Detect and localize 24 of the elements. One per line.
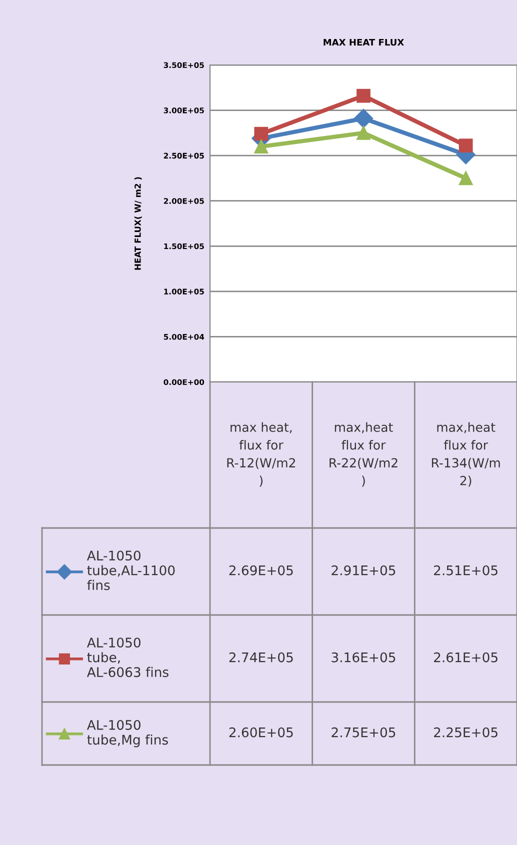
x-tick-label: max,heat flux for R-22(W/m2): [330, 422, 398, 487]
y-axis-title: HEAT FLUX( W/ m2 ): [134, 177, 142, 270]
data-label: 2.51E+05: [434, 565, 498, 576]
x-tick-label: max heat, flux for R-12(W/m2): [227, 422, 296, 487]
point: [356, 126, 370, 140]
data-label: 2.61E+05: [434, 652, 498, 662]
x-tick-label: max,heat flux for R-134(W/m2): [432, 422, 500, 487]
point: [254, 126, 268, 141]
data-label: 2.91E+05: [332, 565, 396, 576]
point: [356, 88, 370, 103]
point: [458, 171, 473, 186]
legend-label: AL-1050 tube,AL-1100 fins: [86, 550, 175, 590]
data-label: 2.60E+05: [229, 727, 293, 738]
data-label: 2.25E+05: [434, 727, 498, 738]
point: [254, 140, 268, 154]
data-label: 2.75E+05: [332, 727, 396, 738]
data-label: 3.16E+05: [332, 652, 396, 662]
legend-label: AL-1050 tube, AL-6063 fins: [86, 638, 168, 678]
point: [458, 138, 473, 153]
data-label: 2.69E+05: [229, 565, 293, 576]
data-label: 2.74E+05: [229, 652, 293, 662]
point: [354, 108, 374, 128]
chart-title: MAX HEAT FLUX: [324, 38, 404, 46]
legend-label: AL-1050 tube,Mg fins: [86, 720, 168, 748]
